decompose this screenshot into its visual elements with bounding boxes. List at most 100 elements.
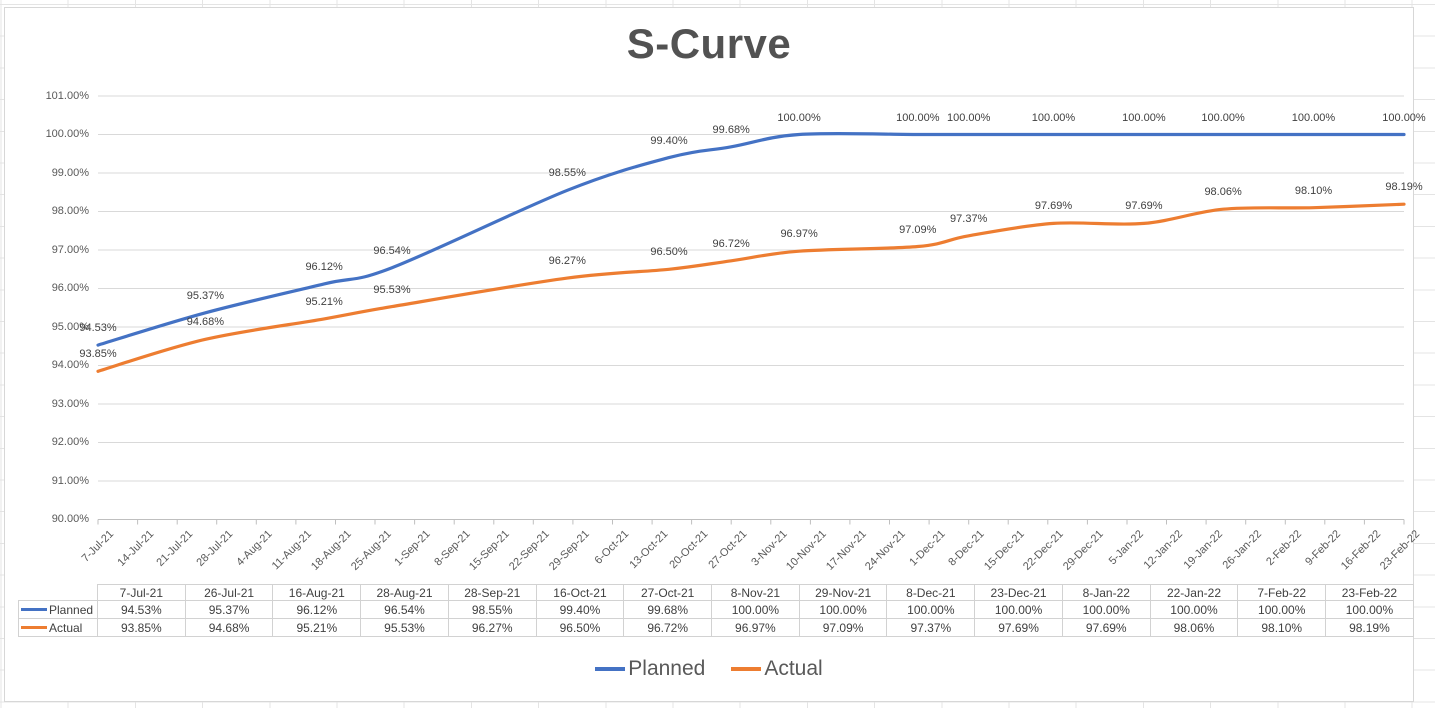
table-value-cell: 95.37% <box>184 600 274 619</box>
table-value-cell: 100.00% <box>1149 600 1239 619</box>
actual-data-label: 95.21% <box>305 295 343 308</box>
actual-data-label: 97.69% <box>1125 200 1163 213</box>
table-value-cell: 100.00% <box>974 600 1063 619</box>
table-row-header: Actual <box>18 618 98 637</box>
table-value-cell: 100.00% <box>1061 600 1151 619</box>
table-value-cell: 95.53% <box>360 618 449 637</box>
y-axis-tick-label: 95.00% <box>51 320 89 333</box>
table-value-cell: 100.00% <box>798 600 888 619</box>
planned-data-label: 100.00% <box>896 111 940 124</box>
table-row-label: Planned <box>49 602 94 617</box>
y-axis-tick-label: 94.00% <box>51 359 89 371</box>
table-date-header: 8-Dec-21 <box>886 584 976 601</box>
actual-data-label: 98.10% <box>1294 184 1333 197</box>
planned-data-label: 100.00% <box>1201 111 1245 124</box>
planned-data-label: 100.00% <box>1382 111 1426 124</box>
table-value-cell: 96.54% <box>360 600 449 619</box>
actual-data-label: 95.53% <box>373 283 411 296</box>
table-value-cell: 96.72% <box>623 618 713 637</box>
planned-data-label: 98.55% <box>548 167 586 180</box>
table-row-header: Planned <box>18 600 98 619</box>
y-axis-tick-label: 90.00% <box>51 513 89 525</box>
table-date-header: 8-Jan-22 <box>1061 584 1151 601</box>
table-date-header: 8-Nov-21 <box>711 584 800 601</box>
actual-data-label: 93.85% <box>79 348 117 361</box>
planned-data-label: 95.37% <box>186 289 225 302</box>
y-axis-tick-label: 96.00% <box>51 282 89 294</box>
table-row: Planned 94.53% 95.37% 96.12% 96.54% 98.55% 99.… <box>18 600 1414 619</box>
y-axis-tick-label: 101.00% <box>45 89 89 102</box>
actual-line-series[interactable] <box>96 202 1406 373</box>
y-axis-tick-label: 100.00% <box>45 128 89 140</box>
table-date-header: 28-Sep-21 <box>447 584 537 601</box>
actual-data-label: 96.50% <box>650 246 688 259</box>
table-value-cell: 98.55% <box>447 600 537 619</box>
actual-data-label: 94.68% <box>186 316 225 329</box>
table-date-header: 16-Aug-21 <box>272 584 362 601</box>
table-value-cell: 97.37% <box>886 618 976 637</box>
chart-area[interactable]: S-Curve 90.00% 91.00% 92.00% 93.00% 94.00% 95… <box>4 7 1426 702</box>
planned-data-label: 96.54% <box>373 244 411 257</box>
table-value-cell: 96.12% <box>272 600 362 619</box>
planned-data-label: 100.00% <box>1031 111 1076 124</box>
actual-data-label: 97.37% <box>950 212 988 225</box>
table-corner-blank <box>19 585 98 601</box>
table-value-cell: 97.69% <box>1061 618 1151 637</box>
actual-data-label: 98.19% <box>1385 181 1423 194</box>
table-value-cell: 100.00% <box>1237 600 1327 619</box>
planned-data-label: 99.68% <box>712 123 750 136</box>
actual-data-label: 96.27% <box>548 255 586 268</box>
plot-area <box>96 95 1406 525</box>
table-date-header: 28-Aug-21 <box>360 584 449 601</box>
table-value-cell: 100.00% <box>1325 600 1414 619</box>
table-value-cell: 97.69% <box>974 618 1063 637</box>
table-date-header: 26-Jul-21 <box>184 584 274 601</box>
chart-title[interactable]: S-Curve <box>626 20 792 67</box>
planned-data-label: 100.00% <box>1122 111 1166 124</box>
legend-label: Planned <box>628 657 706 680</box>
table-row-label: Actual <box>49 620 83 635</box>
legend-item-actual[interactable]: Actual <box>731 657 823 681</box>
actual-series-swatch-icon <box>21 626 47 629</box>
table-value-cell: 93.85% <box>97 618 186 637</box>
planned-line-series[interactable] <box>96 131 1406 347</box>
y-axis-tick-label: 92.00% <box>51 436 89 448</box>
table-value-cell: 97.09% <box>798 618 888 637</box>
actual-data-label: 98.06% <box>1204 186 1242 199</box>
table-value-cell: 96.27% <box>447 618 537 637</box>
table-value-cell: 98.10% <box>1237 618 1327 637</box>
table-value-cell: 99.68% <box>623 600 713 619</box>
table-value-cell: 98.19% <box>1325 618 1414 637</box>
legend-item-planned[interactable]: Planned <box>595 657 705 681</box>
table-value-cell: 94.53% <box>97 600 186 619</box>
planned-data-label: 100.00% <box>946 111 991 124</box>
y-axis-tick-label: 99.00% <box>51 166 89 179</box>
table-value-cell: 96.97% <box>711 618 800 637</box>
planned-data-label: 94.53% <box>79 322 117 335</box>
actual-data-label: 97.09% <box>899 223 937 236</box>
y-axis-tick-label: 98.00% <box>51 205 89 217</box>
table-row: Actual 93.85% 94.68% 95.21% 95.53% 96.27% 96.5… <box>18 618 1414 637</box>
planned-data-label: 99.40% <box>650 134 688 147</box>
table-date-header: 22-Jan-22 <box>1149 584 1239 601</box>
table-value-cell: 100.00% <box>886 600 976 619</box>
table-value-cell: 95.21% <box>272 618 362 637</box>
table-value-cell: 100.00% <box>711 600 800 619</box>
table-date-header: 23-Dec-21 <box>974 584 1063 601</box>
planned-legend-swatch-icon <box>595 667 626 671</box>
y-axis-tick-label: 91.00% <box>51 474 89 487</box>
table-value-cell: 99.40% <box>535 600 625 619</box>
actual-data-label: 97.69% <box>1034 200 1073 213</box>
table-date-header: 29-Nov-21 <box>798 584 888 601</box>
table-date-header: 23-Feb-22 <box>1325 584 1414 601</box>
table-date-header: 16-Oct-21 <box>535 584 625 601</box>
table-date-header: 27-Oct-21 <box>623 584 713 601</box>
planned-series-swatch-icon <box>21 608 47 611</box>
legend-label: Actual <box>764 657 823 680</box>
planned-data-label: 100.00% <box>1291 111 1336 124</box>
planned-data-label: 96.12% <box>305 260 343 273</box>
actual-data-label: 96.97% <box>780 228 818 241</box>
actual-data-label: 96.72% <box>712 237 750 250</box>
table-date-header: 7-Feb-22 <box>1237 584 1327 601</box>
